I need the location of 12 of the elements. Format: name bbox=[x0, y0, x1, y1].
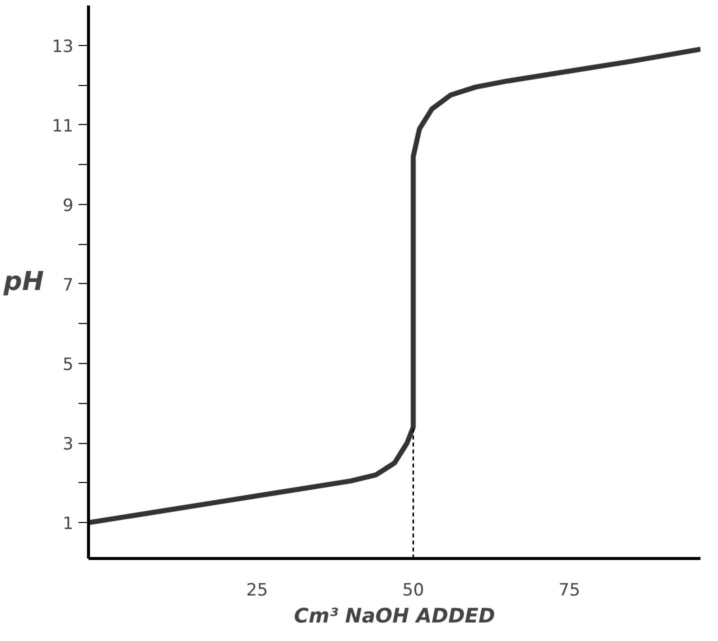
x-tick-label: 50 bbox=[402, 580, 424, 600]
y-tick-label: 13 bbox=[52, 36, 74, 57]
y-tick-label: 3 bbox=[62, 434, 74, 455]
y-tick-label: 1 bbox=[62, 514, 74, 534]
y-axis-title: pH bbox=[2, 267, 44, 297]
y-tick-label: 5 bbox=[62, 355, 74, 376]
y-tick-label: 7 bbox=[62, 275, 74, 296]
y-tick-label: 9 bbox=[62, 196, 74, 216]
y-tick-label: 11 bbox=[52, 116, 74, 136]
x-tick-label: 75 bbox=[558, 580, 580, 600]
x-tick-label: 25 bbox=[246, 580, 268, 600]
x-axis-title: Cm³ NaOH ADDED bbox=[294, 604, 496, 628]
